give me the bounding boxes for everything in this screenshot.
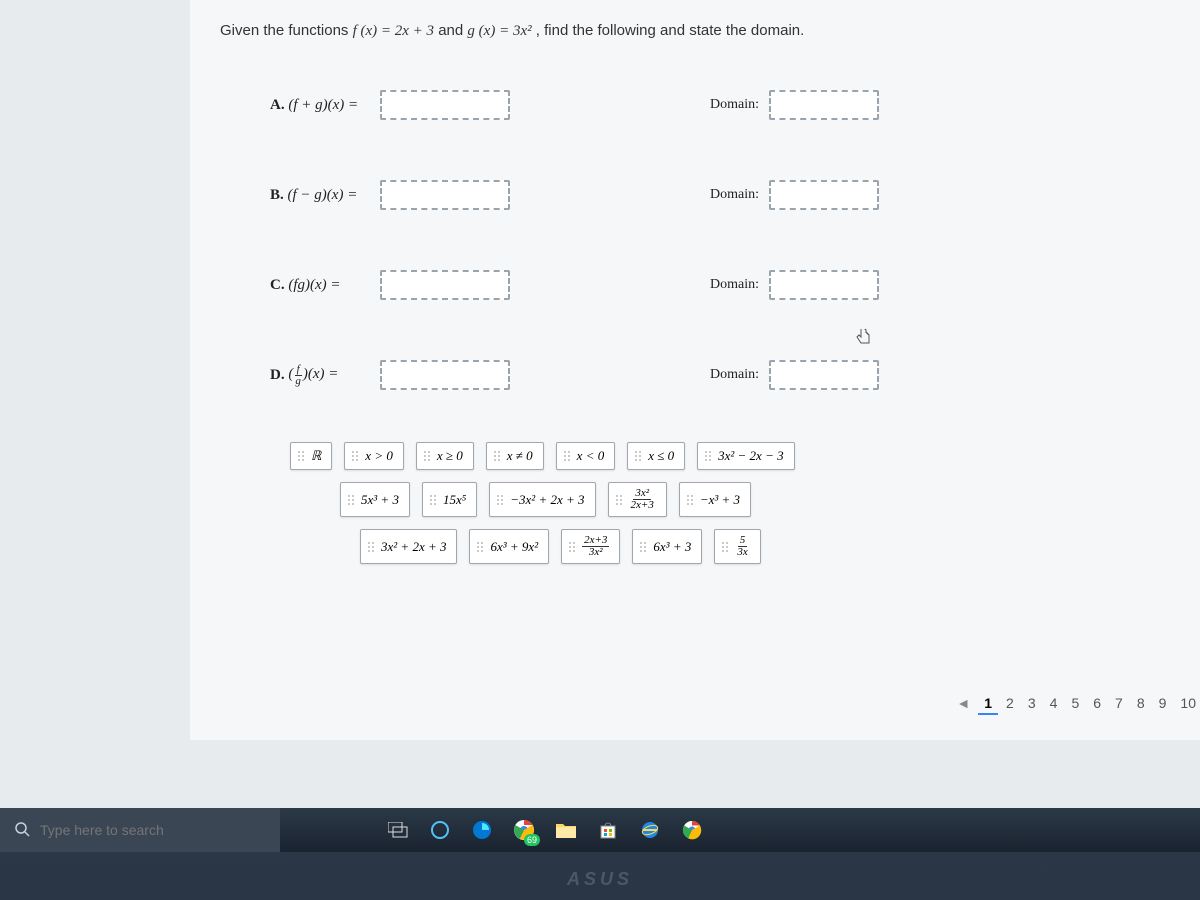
- grip-icon: [367, 541, 375, 553]
- grip-icon: [429, 494, 437, 506]
- tile-row-2: 5x³ + 3 15x⁵ −3x² + 2x + 3 3x²2x+3 −x³ +…: [340, 482, 1170, 517]
- pager-prev[interactable]: ◄: [950, 693, 976, 715]
- grip-icon: [639, 541, 647, 553]
- problem-b-row: B. (f − g)(x) = Domain:: [270, 180, 1170, 210]
- tile-x-lt-0[interactable]: x < 0: [556, 442, 616, 470]
- pager-page-2[interactable]: 2: [1000, 693, 1020, 715]
- dropzone-d-domain[interactable]: [769, 360, 879, 390]
- dropzone-c-answer[interactable]: [380, 270, 510, 300]
- tile-6x3-3[interactable]: 6x³ + 3: [632, 529, 702, 564]
- tile-5x3-3[interactable]: 5x³ + 3: [340, 482, 410, 517]
- cursor-hand-icon: [855, 327, 873, 352]
- pager-page-8[interactable]: 8: [1131, 693, 1151, 715]
- cortana-icon[interactable]: [422, 812, 458, 848]
- problem-c-row: C. (fg)(x) = Domain:: [270, 270, 1170, 300]
- tile-frac-2x3-3x2[interactable]: 2x+33x²: [561, 529, 620, 564]
- problem-a-row: A. (f + g)(x) = Domain:: [270, 90, 1170, 120]
- task-view-icon[interactable]: [380, 812, 416, 848]
- grip-icon: [568, 541, 576, 553]
- prompt-and: and: [438, 22, 467, 39]
- tile-6x3-9x2[interactable]: 6x³ + 9x²: [469, 529, 549, 564]
- problem-b-label: B. (f − g)(x) =: [270, 187, 380, 204]
- grip-icon: [476, 541, 484, 553]
- dropzone-d-answer[interactable]: [380, 360, 510, 390]
- screen-area: Given the functions f (x) = 2x + 3 and g…: [0, 0, 1200, 830]
- ie-icon[interactable]: [632, 812, 668, 848]
- grip-icon: [496, 494, 504, 506]
- question-prompt: Given the functions f (x) = 2x + 3 and g…: [220, 22, 1170, 40]
- dropzone-c-domain[interactable]: [769, 270, 879, 300]
- problem-d-row: D. (fg)(x) = Domain:: [270, 360, 1170, 390]
- taskbar-apps: 69: [380, 812, 710, 848]
- grip-icon: [704, 450, 712, 462]
- edge-icon[interactable]: [464, 812, 500, 848]
- tile-x-ne-0[interactable]: x ≠ 0: [486, 442, 544, 470]
- windows-taskbar: 69: [0, 808, 1200, 852]
- grip-icon: [493, 450, 501, 462]
- chrome2-icon[interactable]: [674, 812, 710, 848]
- domain-label-d: Domain:: [710, 367, 759, 383]
- domain-label-a: Domain:: [710, 97, 759, 113]
- prompt-suffix: , find the following and state the domai…: [536, 22, 805, 39]
- pager-page-7[interactable]: 7: [1109, 693, 1129, 715]
- pager-page-5[interactable]: 5: [1065, 693, 1085, 715]
- tile-x-ge-0[interactable]: x ≥ 0: [416, 442, 474, 470]
- prompt-prefix: Given the functions: [220, 22, 353, 39]
- grip-icon: [634, 450, 642, 462]
- function-g: g (x) = 3x²: [467, 23, 531, 39]
- dropzone-b-answer[interactable]: [380, 180, 510, 210]
- grip-icon: [351, 450, 359, 462]
- tile-3x2p2x3[interactable]: 3x² + 2x + 3: [360, 529, 457, 564]
- pager-page-10[interactable]: 10: [1174, 693, 1200, 715]
- chrome-icon[interactable]: 69: [506, 812, 542, 848]
- tile-row-3: 3x² + 2x + 3 6x³ + 9x² 2x+33x² 6x³ + 3 5…: [360, 529, 1170, 564]
- tile-neg3x2-2x-3[interactable]: −3x² + 2x + 3: [489, 482, 595, 517]
- grip-icon: [347, 494, 355, 506]
- quiz-content: Given the functions f (x) = 2x + 3 and g…: [190, 0, 1200, 740]
- tile-15x5[interactable]: 15x⁵: [422, 482, 477, 517]
- grip-icon: [615, 494, 623, 506]
- pager-page-6[interactable]: 6: [1087, 693, 1107, 715]
- asus-logo: ASUS: [567, 869, 633, 890]
- dropzone-b-domain[interactable]: [769, 180, 879, 210]
- answer-tile-bank: ℝ x > 0 x ≥ 0 x ≠ 0 x < 0 x ≤ 0 3x² − 2x…: [290, 442, 1170, 564]
- page-navigator: ◄ 1 2 3 4 5 6 7 8 9 10: [950, 693, 1200, 715]
- grip-icon: [721, 541, 729, 553]
- dropzone-a-answer[interactable]: [380, 90, 510, 120]
- tile-x-gt-0[interactable]: x > 0: [344, 442, 404, 470]
- store-icon[interactable]: [590, 812, 626, 848]
- tile-3x2-2x-3[interactable]: 3x² − 2x − 3: [697, 442, 794, 470]
- tile-frac-3x2-2x3[interactable]: 3x²2x+3: [608, 482, 667, 517]
- chrome-badge: 69: [524, 834, 540, 846]
- dropzone-a-domain[interactable]: [769, 90, 879, 120]
- search-input[interactable]: [40, 822, 264, 838]
- problem-a-label: A. (f + g)(x) =: [270, 97, 380, 114]
- problem-d-label: D. (fg)(x) =: [270, 364, 380, 387]
- file-explorer-icon[interactable]: [548, 812, 584, 848]
- grip-icon: [563, 450, 571, 462]
- pager-page-1[interactable]: 1: [978, 693, 998, 715]
- problem-c-label: C. (fg)(x) =: [270, 277, 380, 294]
- tile-real[interactable]: ℝ: [290, 442, 332, 470]
- pager-page-4[interactable]: 4: [1044, 693, 1064, 715]
- grip-icon: [423, 450, 431, 462]
- tile-negx3-3[interactable]: −x³ + 3: [679, 482, 751, 517]
- domain-label-c: Domain:: [710, 277, 759, 293]
- tile-row-1: ℝ x > 0 x ≥ 0 x ≠ 0 x < 0 x ≤ 0 3x² − 2x…: [290, 442, 1170, 470]
- grip-icon: [686, 494, 694, 506]
- function-f: f (x) = 2x + 3: [353, 23, 434, 39]
- grip-icon: [297, 450, 305, 462]
- search-icon: [14, 821, 30, 840]
- pager-page-9[interactable]: 9: [1153, 693, 1173, 715]
- domain-label-b: Domain:: [710, 187, 759, 203]
- tile-x-le-0[interactable]: x ≤ 0: [627, 442, 685, 470]
- tile-frac-5-3x[interactable]: 53x: [714, 529, 760, 564]
- pager-page-3[interactable]: 3: [1022, 693, 1042, 715]
- taskbar-search[interactable]: [0, 808, 280, 852]
